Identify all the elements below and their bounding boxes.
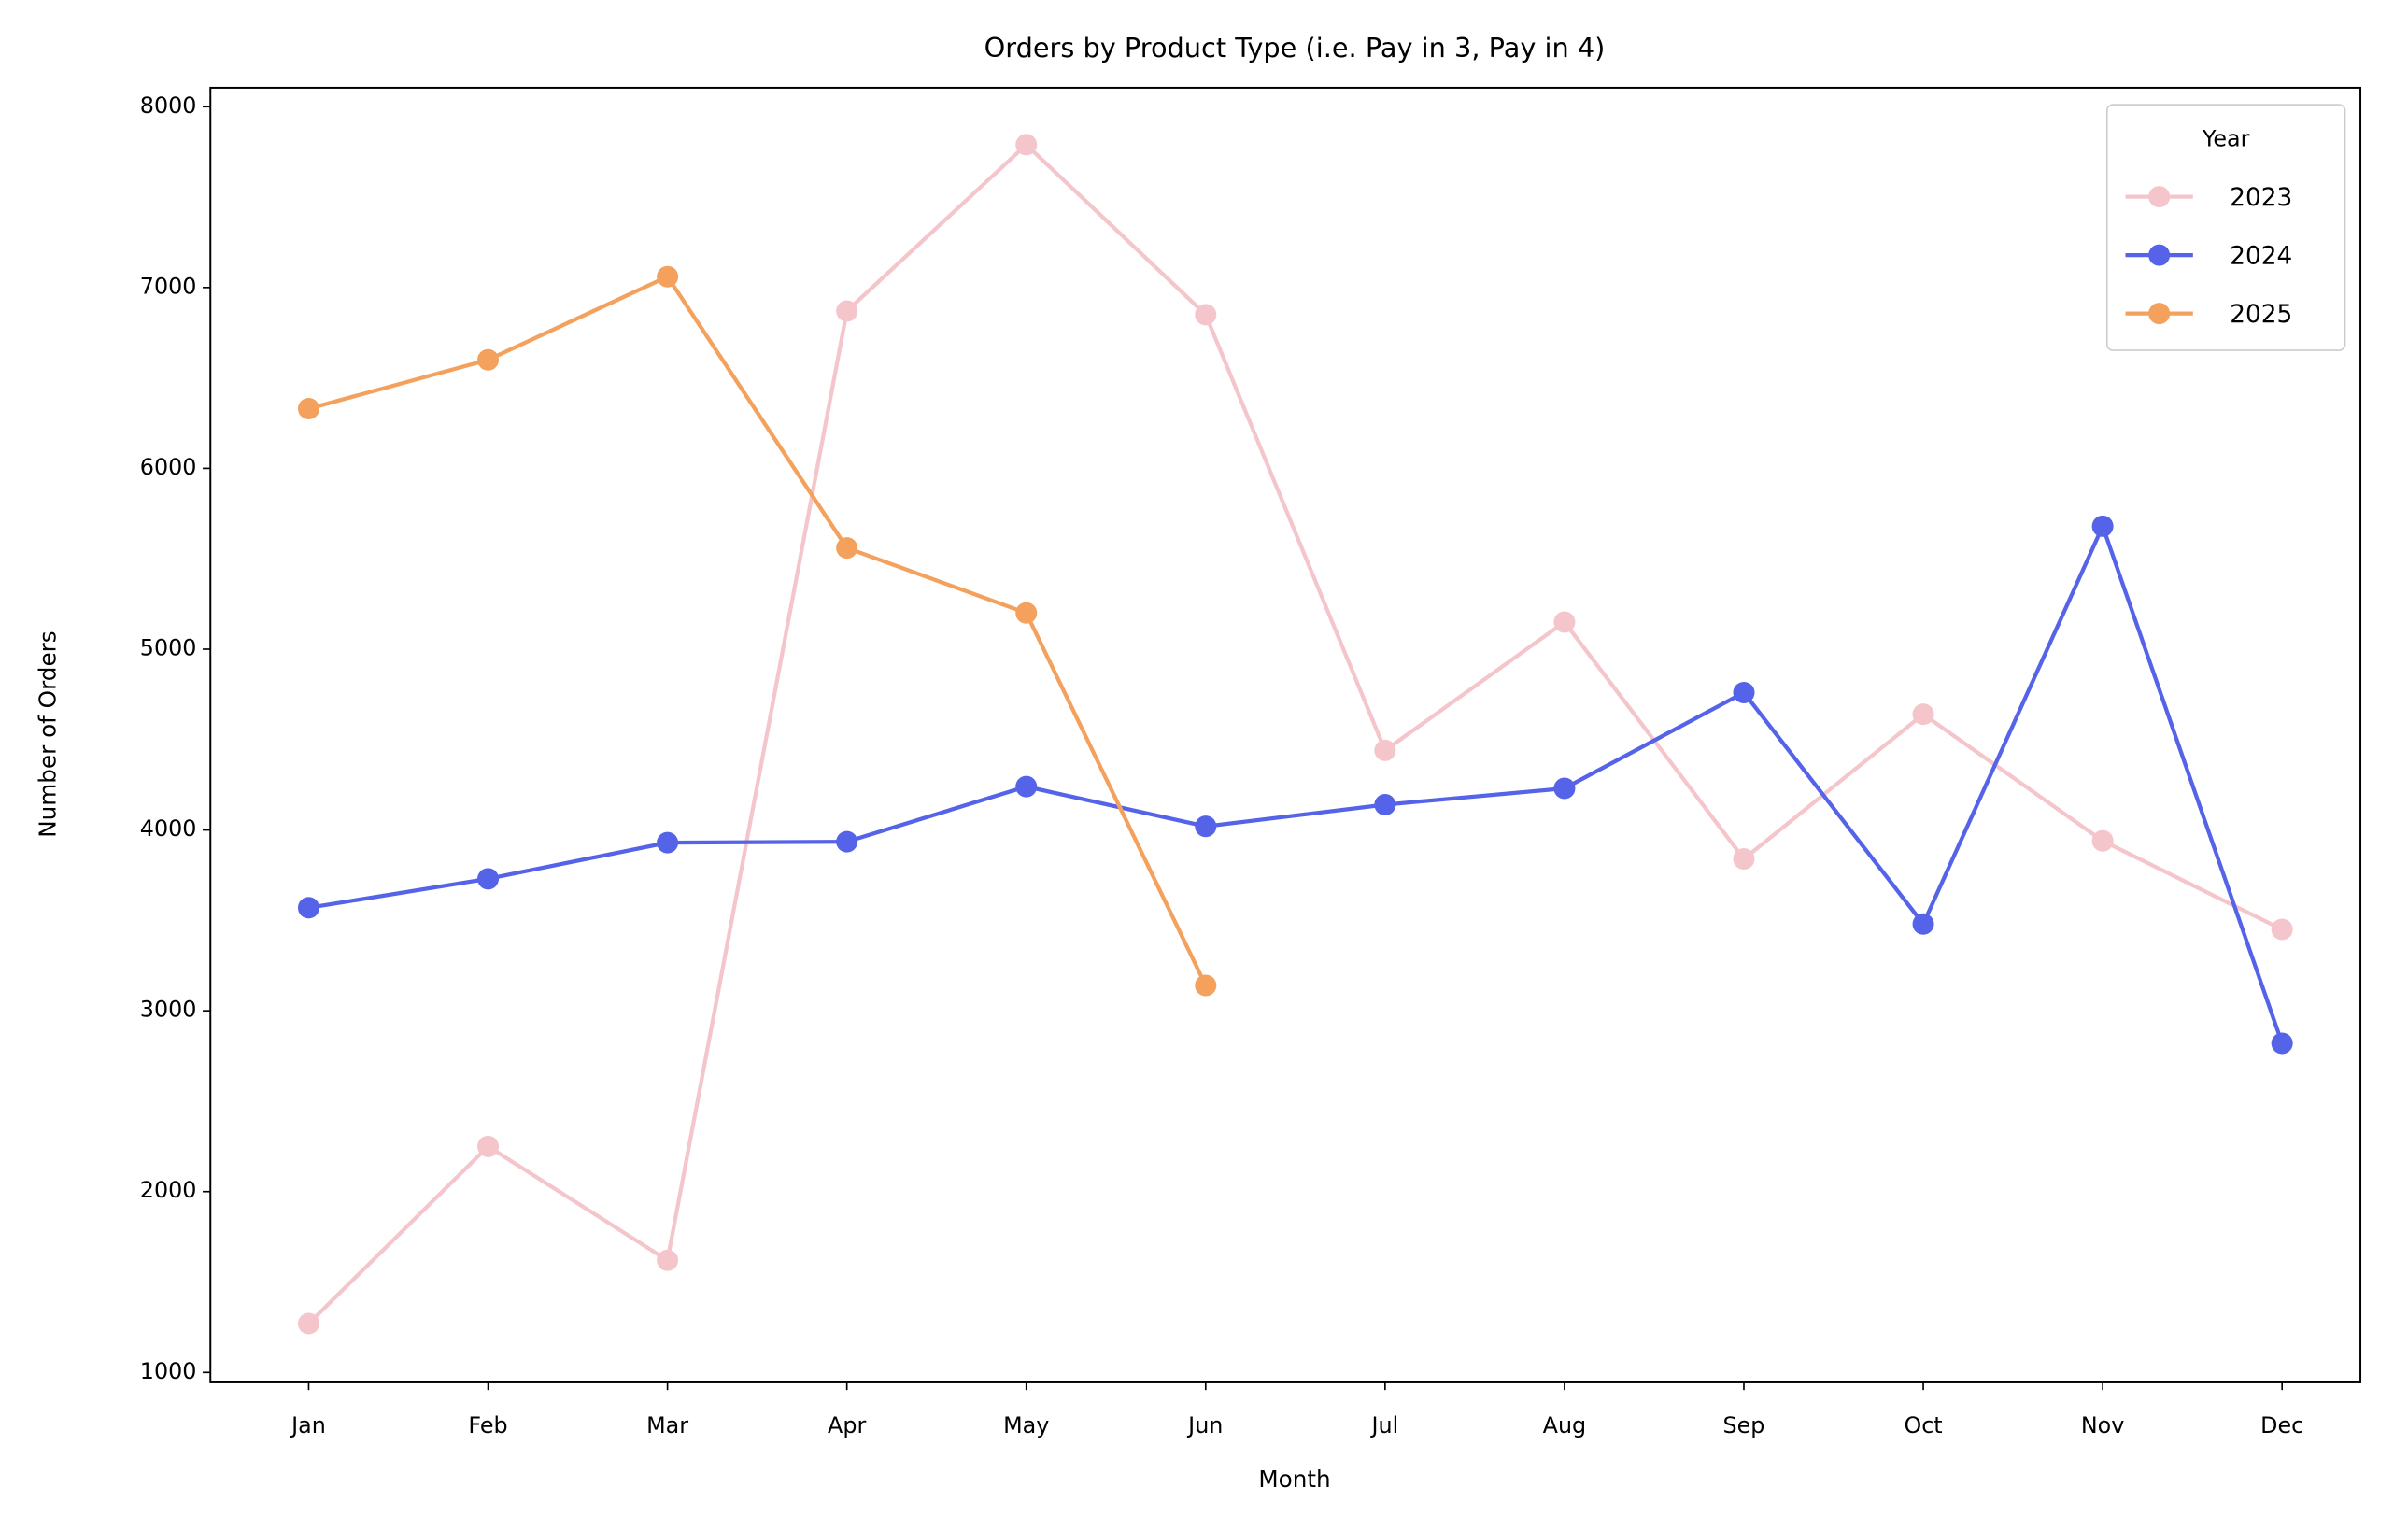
legend-marker [2148,303,2171,325]
marker [1912,703,1934,726]
x-tick-label: Apr [828,1412,866,1438]
series-line [308,520,2285,1044]
x-tick-label: Jan [290,1412,326,1438]
legend-box [2105,104,2346,351]
marker [2091,829,2114,852]
series-line [307,274,1208,986]
marker [477,348,500,371]
y-tick-label: 5000 [140,634,197,660]
marker [657,1249,679,1271]
plot-frame [209,86,2362,1383]
marker [1733,681,1755,703]
marker [297,897,319,919]
y-tick-label: 4000 [140,815,197,842]
x-tick-label: Feb [468,1412,507,1438]
x-tick-label: Jun [1186,1412,1223,1438]
legend-label: 2023 [2230,184,2292,212]
marker [297,398,319,420]
y-tick-label: 8000 [140,92,197,119]
y-tick-label: 6000 [140,454,197,480]
marker [1553,611,1576,633]
marker [2271,918,2293,941]
y-tick-label: 1000 [140,1358,197,1384]
x-tick-label: Oct [1904,1412,1942,1438]
marker [477,868,500,890]
x-tick-label: Dec [2260,1412,2303,1438]
chart-title: Orders by Product Type (i.e. Pay in 3, P… [984,32,1606,64]
marker [836,830,858,853]
x-tick-label: Aug [1543,1412,1587,1438]
marker [1912,913,1934,935]
marker [657,265,679,288]
marker [477,1135,500,1157]
x-axis-label: Month [1258,1466,1330,1493]
marker [1195,815,1217,838]
x-tick-label: Jul [1369,1412,1398,1438]
x-tick-label: Sep [1723,1412,1765,1438]
x-tick-label: May [1003,1412,1049,1438]
legend-label: 2025 [2230,301,2292,329]
y-axis-label: Number of Orders [35,630,62,837]
marker [297,1312,319,1335]
marker [657,831,679,854]
series-line [306,141,2284,1325]
marker [1015,602,1038,624]
y-tick-label: 2000 [140,1177,197,1203]
marker [1015,134,1038,156]
marker [1553,777,1576,800]
marker [2091,515,2114,537]
legend-label: 2024 [2230,242,2292,270]
x-tick-label: Mar [646,1412,688,1438]
marker [836,300,858,322]
legend-marker [2148,244,2171,266]
marker [836,537,858,560]
marker [1015,775,1038,798]
y-tick-label: 3000 [140,997,197,1023]
marker [1374,739,1396,761]
marker [2271,1032,2293,1055]
legend-marker [2148,186,2171,208]
marker [1195,304,1217,326]
y-tick-label: 7000 [140,273,197,299]
legend-title: Year [2202,125,2250,151]
x-tick-label: Nov [2081,1412,2125,1438]
marker [1374,793,1396,815]
marker [1733,848,1755,871]
marker [1195,974,1217,997]
